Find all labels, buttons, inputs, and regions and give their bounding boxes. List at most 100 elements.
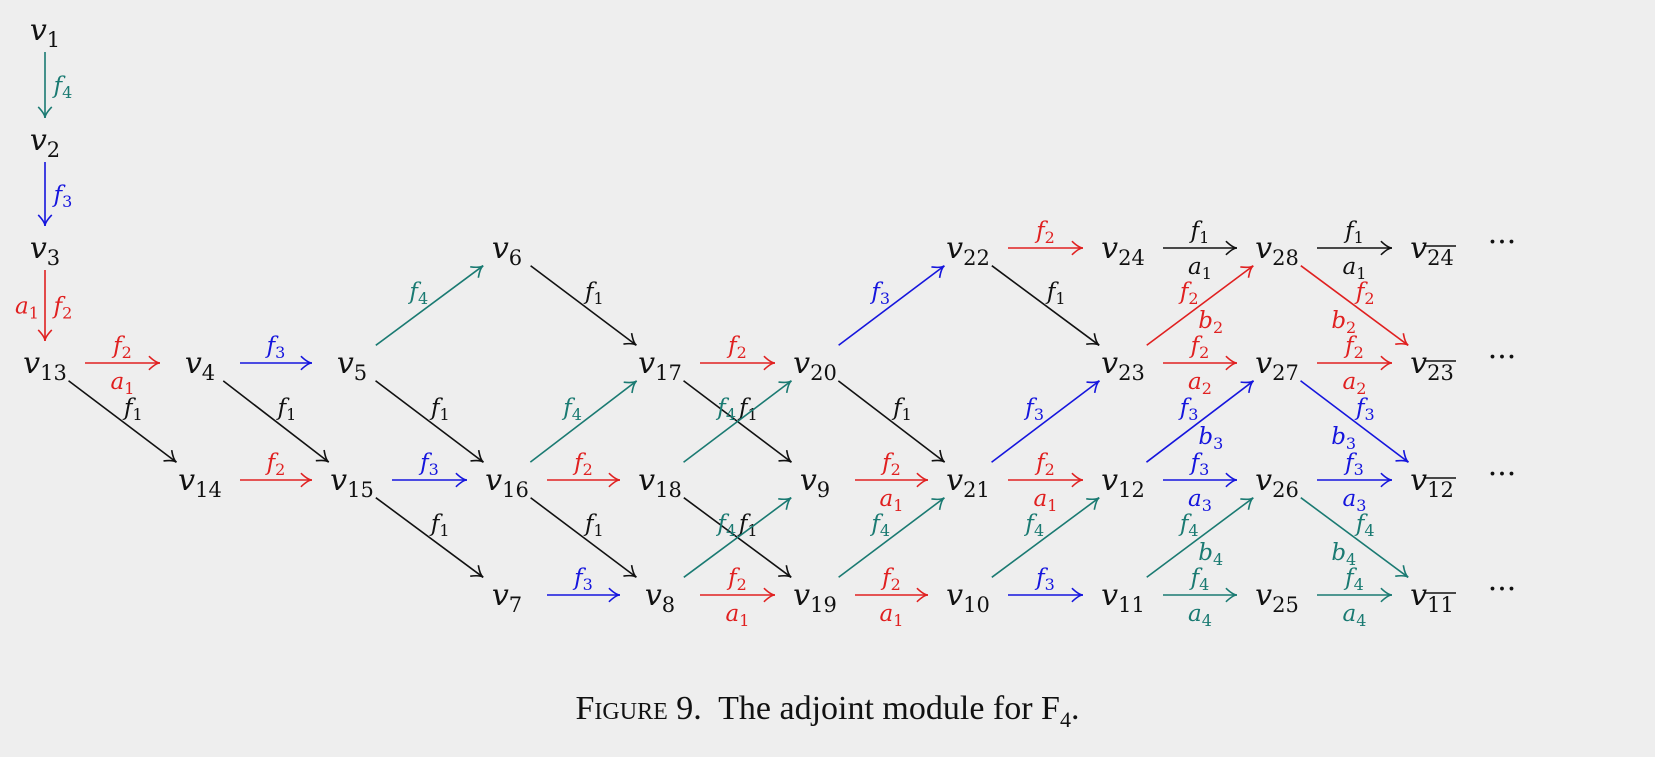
edge-label: f4	[1023, 511, 1044, 540]
edge-20-22: f3	[838, 265, 945, 346]
edge-13-4: f2 a1	[85, 333, 161, 398]
edge-label: f1	[891, 395, 912, 424]
vertex-sub: 17	[655, 361, 682, 385]
arrowhead	[1380, 472, 1393, 488]
edge-24-28: f1 a1	[1163, 218, 1238, 283]
vertex-sub: 20	[810, 361, 837, 385]
vertex-6: v6	[492, 231, 522, 270]
edge-label: a4	[1188, 601, 1212, 630]
edge-line	[222, 380, 330, 463]
arrowhead	[778, 449, 792, 463]
vertex-sub: 4	[202, 361, 215, 385]
arrowhead	[1225, 472, 1238, 488]
edge-line	[530, 497, 637, 578]
edge-line	[838, 497, 945, 578]
edge-label: f3	[52, 182, 73, 211]
arrowhead	[931, 497, 945, 510]
arrowhead	[315, 449, 330, 463]
edge-line	[991, 497, 1100, 578]
edge-label-sub: 1	[747, 521, 757, 540]
edge-label-sub: 3	[1034, 405, 1044, 424]
edge-label: f1	[122, 395, 143, 424]
arrowhead	[1071, 240, 1084, 256]
edge-20-21: f1	[837, 380, 946, 463]
edge-label-sub: 2	[1356, 379, 1366, 398]
vertex-5: v5	[337, 346, 367, 385]
edge-6-17: f1	[530, 265, 637, 346]
vertex-sub: 25	[1272, 593, 1299, 617]
arrowhead	[763, 355, 776, 371]
edge-15-7: f1	[375, 497, 484, 579]
edge-label: f2	[1178, 279, 1199, 308]
vertex-label: v17	[638, 346, 682, 385]
vertex-label: v12	[1410, 463, 1454, 502]
edge-label-sub: 1	[593, 521, 603, 540]
vertex-label: v24	[1101, 231, 1145, 270]
edge-label-sub: 1	[1354, 228, 1364, 247]
edge-label-sub: 4	[1356, 611, 1366, 630]
edge-label: f3	[1343, 450, 1364, 479]
edge-label-sub: 4	[1202, 611, 1212, 630]
edge-label: f4	[869, 511, 890, 540]
edge-label-sub: 1	[124, 379, 134, 398]
arrowhead	[1380, 587, 1393, 603]
edge-label-sub: 3	[1356, 496, 1366, 515]
vertex-sub: 21	[963, 478, 990, 502]
edge-label-sub: 2	[891, 575, 901, 594]
arrowhead	[37, 106, 53, 119]
edge-label: a1	[1188, 254, 1212, 283]
edge-line	[838, 265, 945, 346]
vertex-label: v3	[30, 231, 60, 270]
vertex-sub: 3	[47, 246, 60, 270]
arrowhead	[778, 565, 792, 579]
arrowhead	[1071, 472, 1084, 488]
edge-16-17: f4	[529, 380, 638, 463]
edge-label: f3	[418, 450, 439, 479]
vertex-sub: 10	[963, 593, 990, 617]
edge-label: a2	[1188, 369, 1212, 398]
edge-label: f2	[1354, 279, 1375, 308]
edge-label-sub: 2	[1213, 318, 1223, 337]
vertex-sub: 7	[509, 593, 522, 617]
edge-label-sub: 2	[1045, 460, 1055, 479]
arrowhead	[778, 380, 792, 394]
arrowhead	[623, 333, 637, 346]
edge-5-6: f4	[375, 264, 484, 346]
edge-label: b3	[1198, 424, 1223, 453]
edge-label-sub: 3	[1365, 405, 1375, 424]
edge-label-sub: 4	[726, 405, 736, 424]
edge-label-sub: 1	[1199, 228, 1209, 247]
ellipsis: ···	[1488, 225, 1517, 260]
arrowhead	[1395, 333, 1409, 347]
vertex-sub: 11	[1427, 593, 1454, 617]
arrowhead	[1086, 333, 1100, 347]
edge-line	[375, 380, 484, 463]
vertex-sub: 6	[509, 246, 522, 270]
edge-label-sub: 4	[1188, 521, 1198, 540]
arrowhead	[1395, 565, 1409, 579]
arrowhead	[1086, 380, 1100, 394]
arrowhead	[1380, 355, 1393, 371]
edge-label: f3	[1034, 565, 1055, 594]
edge-label: b4	[1198, 540, 1223, 569]
edge-label-sub: 3	[880, 289, 890, 308]
vertex-label: v13	[23, 346, 67, 385]
edge-label: f4	[715, 511, 736, 540]
edge-label-sub: 2	[1202, 379, 1212, 398]
edge-label: f4	[561, 395, 582, 424]
edge-27-o23: f2 a2	[1317, 333, 1393, 398]
vertex-label: v1	[30, 13, 60, 52]
edge-3-13: f2 a1	[15, 270, 72, 342]
vertex-25: v25	[1255, 578, 1299, 617]
edge-label: f1	[1045, 279, 1066, 308]
edge-16-18: f2	[547, 450, 621, 488]
vertex-sub: 19	[810, 593, 837, 617]
vertex-sub: 22	[963, 246, 990, 270]
edge-label-sub: 1	[29, 304, 39, 323]
edge-label: f2	[1034, 450, 1055, 479]
edge-label-sub: 2	[583, 460, 593, 479]
arrowhead	[608, 472, 621, 488]
edge-label: f1	[583, 279, 604, 308]
edge-label-sub: 2	[275, 460, 285, 479]
